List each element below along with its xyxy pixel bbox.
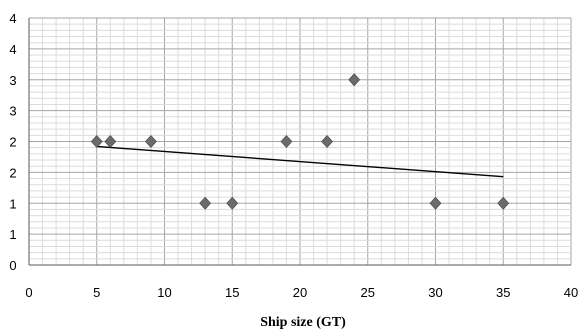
y-tick-label: 1 [9, 227, 16, 242]
data-point [199, 196, 212, 210]
y-tick-label: 3 [9, 73, 16, 88]
x-tick-label: 10 [157, 285, 171, 300]
x-tick-label: 30 [428, 285, 442, 300]
trendline-layer [96, 145, 504, 178]
x-axis-label: Ship size (GT) [260, 315, 346, 330]
data-point [145, 135, 157, 148]
y-tick-label: 2 [9, 135, 16, 150]
x-tick-label: 0 [25, 285, 32, 300]
axes [28, 18, 571, 266]
y-tick-label: 4 [9, 42, 16, 57]
data-point [348, 73, 361, 87]
y-tick-labels: 0 1 1 2 2 3 3 4 4 [9, 11, 16, 273]
y-tick-label: 2 [9, 165, 16, 180]
y-tick-label: 4 [9, 11, 16, 26]
x-tick-label: 40 [564, 285, 578, 300]
x-tick-label: 5 [93, 285, 100, 300]
y-tick-label: 0 [9, 258, 16, 273]
x-tick-label: 35 [496, 285, 510, 300]
data-points [90, 73, 510, 210]
y-tick-label: 1 [9, 196, 16, 211]
x-tick-label: 25 [361, 285, 375, 300]
trendline [96, 145, 504, 178]
data-point [321, 135, 334, 148]
x-tick-label: 20 [293, 285, 307, 300]
data-point [497, 196, 510, 210]
data-point [429, 196, 442, 210]
data-point [226, 196, 239, 210]
y-tick-label: 3 [9, 104, 16, 119]
data-point [90, 135, 103, 148]
x-tick-label: 15 [225, 285, 239, 300]
data-point [104, 135, 117, 148]
x-tick-labels: 0 5 10 15 20 25 30 35 40 [25, 285, 578, 300]
data-point [280, 135, 293, 148]
